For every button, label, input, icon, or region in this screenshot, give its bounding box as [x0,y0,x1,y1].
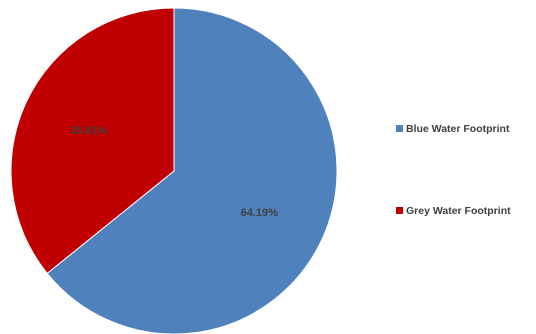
pie-slice-grey-water-footprint [10,7,175,275]
legend-swatch-grey-water-footprint [396,207,403,214]
data-label-grey-water-footprint: 35.81% [70,125,108,137]
legend-label-grey-water-footprint: Grey Water Footprint [406,205,511,217]
legend-swatch-blue-water-footprint [396,125,403,132]
pie-slice-labels: 64.19% 35.81% [70,125,278,219]
legend: Blue Water Footprint Grey Water Footprint [396,123,511,217]
legend-label-blue-water-footprint: Blue Water Footprint [406,123,510,135]
pie-slice-blue-water-footprint [46,7,338,334]
pie-slices [10,7,338,334]
data-label-blue-water-footprint: 64.19% [241,207,279,219]
